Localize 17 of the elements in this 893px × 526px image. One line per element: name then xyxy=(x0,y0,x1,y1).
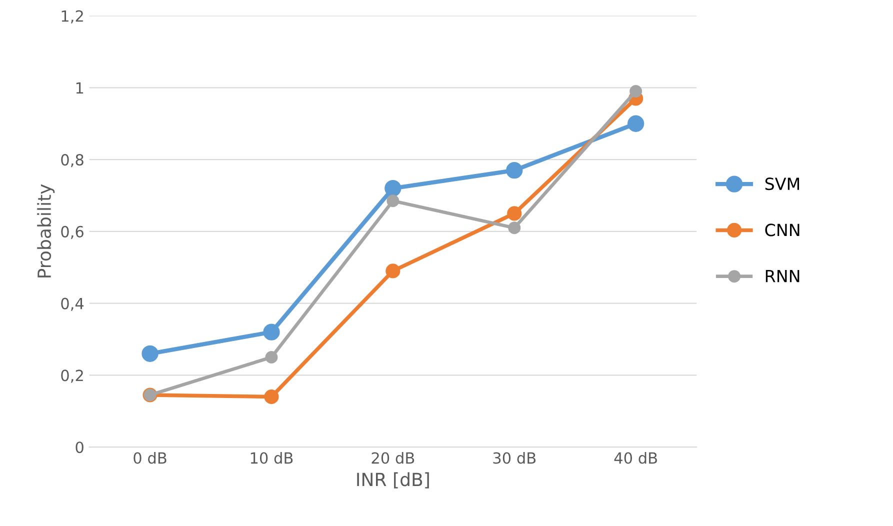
y-axis-title: Probability xyxy=(37,184,55,278)
x-tick-label: 30 dB xyxy=(493,452,536,464)
y-tick-label: 0 xyxy=(76,442,84,454)
y-tick-label: 0,4 xyxy=(61,298,84,311)
legend-label: RNN xyxy=(766,270,800,282)
x-axis-title: INR [dB] xyxy=(357,472,429,488)
x-tick-label: 10 dB xyxy=(250,452,293,464)
x-tick-label: 0 dB xyxy=(134,452,166,464)
y-tick-label: 0,6 xyxy=(61,226,84,240)
legend-label: CNN xyxy=(765,224,800,236)
y-tick-label: 0,8 xyxy=(61,154,84,168)
legend-label: SVM xyxy=(765,178,800,190)
y-tick-label: 1,2 xyxy=(62,10,83,24)
y-tick-label: 1 xyxy=(76,82,84,94)
x-tick-label: 40 dB xyxy=(614,452,657,464)
y-tick-label: 0,2 xyxy=(61,370,83,383)
x-tick-label: 20 dB xyxy=(372,452,414,464)
